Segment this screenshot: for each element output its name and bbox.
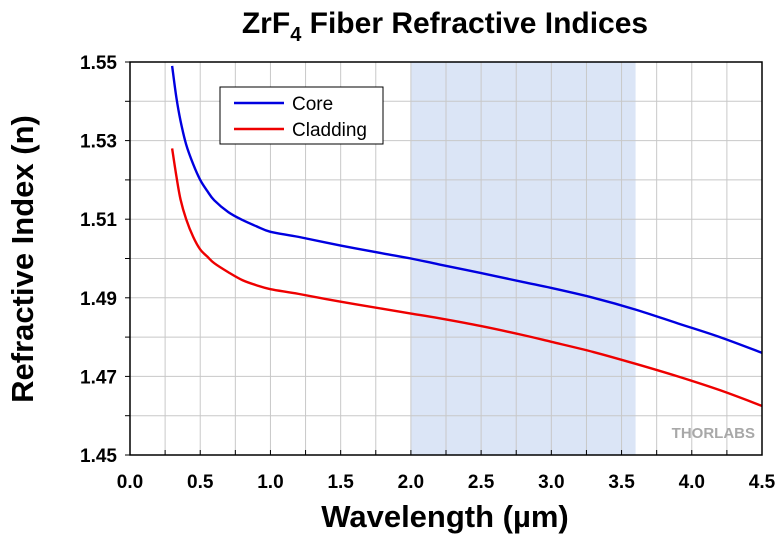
x-tick-label: 3.5 (608, 472, 635, 493)
x-tick-label: 2.0 (398, 472, 424, 493)
x-tick-label: 2.5 (468, 472, 495, 493)
legend: Core Cladding (219, 86, 384, 145)
x-axis-title: Wavelength (µm) (321, 499, 569, 534)
x-tick-label: 0.0 (117, 472, 143, 493)
x-tick-label: 4.5 (749, 472, 776, 493)
plot-frame (129, 61, 763, 456)
legend-box (219, 86, 384, 145)
series-line-core (170, 65, 763, 354)
chart-title: ZrF4 Fiber Refractive Indices (242, 7, 648, 46)
y-tick-label: 1.51 (80, 210, 117, 231)
x-tick-label: 4.0 (679, 472, 705, 493)
thorlabs-watermark: THORLABS (672, 425, 755, 442)
y-tick-labels: 1.45 1.47 1.49 1.51 1.53 1.55 (80, 53, 117, 467)
y-axis-title: Refractive Index (n) (5, 115, 40, 403)
series-layer (170, 65, 763, 408)
y-tick-label: 1.47 (80, 367, 117, 388)
legend-label-core: Core (292, 94, 333, 115)
x-tick-label: 3.0 (538, 472, 564, 493)
y-tick-label: 1.53 (80, 132, 117, 153)
minor-ticks (125, 61, 763, 456)
x-tick-label: 0.5 (187, 472, 214, 493)
x-tick-label: 1.0 (257, 472, 283, 493)
y-tick-label: 1.45 (80, 446, 117, 467)
y-tick-label: 1.49 (80, 289, 117, 310)
x-tick-label: 1.5 (327, 472, 354, 493)
x-tick-labels: 0.0 0.5 1.0 1.5 2.0 2.5 3.0 3.5 4.0 4.5 (117, 472, 776, 493)
legend-label-cladding: Cladding (292, 120, 367, 141)
series-line-cladding (170, 148, 763, 408)
y-tick-label: 1.55 (80, 53, 117, 74)
